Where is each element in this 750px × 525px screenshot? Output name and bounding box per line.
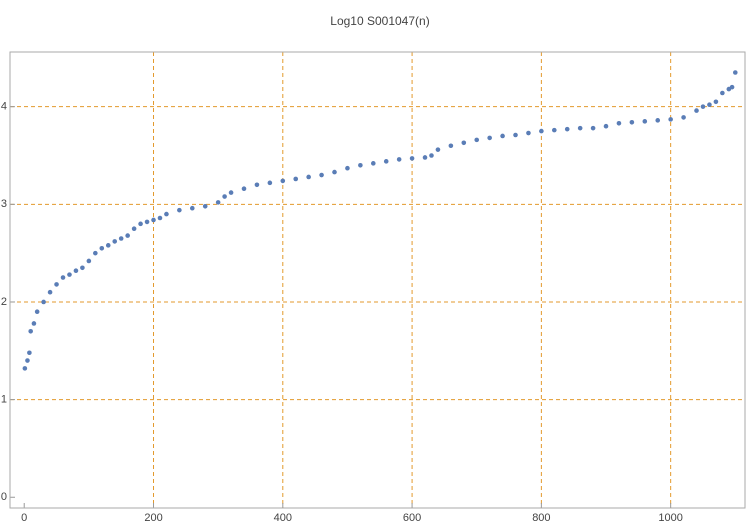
y-tick-label: 2 (1, 296, 7, 308)
frame (9, 51, 746, 509)
point (332, 169, 337, 175)
point (616, 120, 622, 126)
point (228, 190, 234, 195)
point (25, 358, 30, 363)
point (577, 125, 583, 131)
x-tick-label: 800 (532, 512, 550, 524)
x-tick-label: 1000 (658, 512, 682, 524)
point (215, 200, 221, 205)
x-tick-label: 200 (144, 512, 162, 524)
point (112, 239, 118, 244)
point (681, 115, 686, 120)
point (655, 118, 661, 123)
point (694, 108, 699, 113)
point (474, 137, 480, 143)
point (345, 165, 350, 171)
point (189, 205, 195, 211)
point (319, 172, 324, 178)
point (429, 153, 434, 158)
point (80, 265, 85, 271)
point (539, 128, 544, 134)
point (93, 250, 98, 256)
point (164, 211, 169, 217)
point (642, 119, 648, 124)
point (41, 299, 46, 305)
point (487, 135, 492, 141)
point (67, 272, 72, 277)
point (435, 147, 441, 152)
point (590, 125, 596, 131)
point (144, 219, 150, 225)
point (358, 162, 363, 168)
y-tick-label: 1 (1, 394, 7, 406)
point (267, 180, 273, 186)
point (28, 328, 33, 334)
point (500, 133, 505, 139)
point (733, 70, 738, 75)
point (86, 258, 92, 264)
point (60, 275, 66, 280)
point (202, 203, 208, 209)
point (720, 90, 725, 96)
point (47, 289, 53, 295)
x-tick-label: 600 (403, 512, 421, 524)
point (461, 140, 467, 146)
point (603, 123, 609, 129)
point (73, 268, 79, 274)
point (409, 156, 415, 161)
point (700, 104, 706, 109)
point (138, 221, 143, 227)
y-tick-label: 0 (1, 491, 7, 503)
point (118, 236, 124, 241)
point (513, 132, 518, 138)
point (131, 226, 137, 232)
x-tick-label: 0 (21, 512, 27, 524)
point (729, 84, 735, 90)
point (177, 207, 182, 213)
point (668, 117, 673, 122)
point (280, 178, 286, 184)
point (629, 120, 635, 125)
point (448, 143, 454, 149)
point (293, 176, 299, 182)
point (396, 157, 402, 162)
point (151, 217, 156, 223)
chart-title: Log10 S001047(n) (330, 14, 429, 28)
x-tick-label: 400 (274, 512, 292, 524)
point (552, 127, 557, 133)
point (564, 126, 570, 132)
point (707, 102, 712, 108)
point (34, 309, 40, 315)
y-tick-label: 3 (1, 198, 7, 210)
point (22, 366, 28, 371)
point (254, 182, 260, 188)
point (422, 155, 428, 160)
point (713, 99, 719, 105)
point (526, 130, 531, 136)
point (241, 186, 247, 192)
y-tick-label: 4 (1, 101, 7, 113)
point (125, 233, 130, 238)
point (105, 243, 111, 248)
point (54, 282, 59, 287)
point (27, 350, 32, 356)
point (383, 159, 389, 164)
point (99, 245, 105, 251)
point (31, 321, 37, 326)
point (157, 215, 163, 221)
point (306, 174, 311, 180)
point (370, 161, 376, 166)
point (222, 194, 227, 199)
